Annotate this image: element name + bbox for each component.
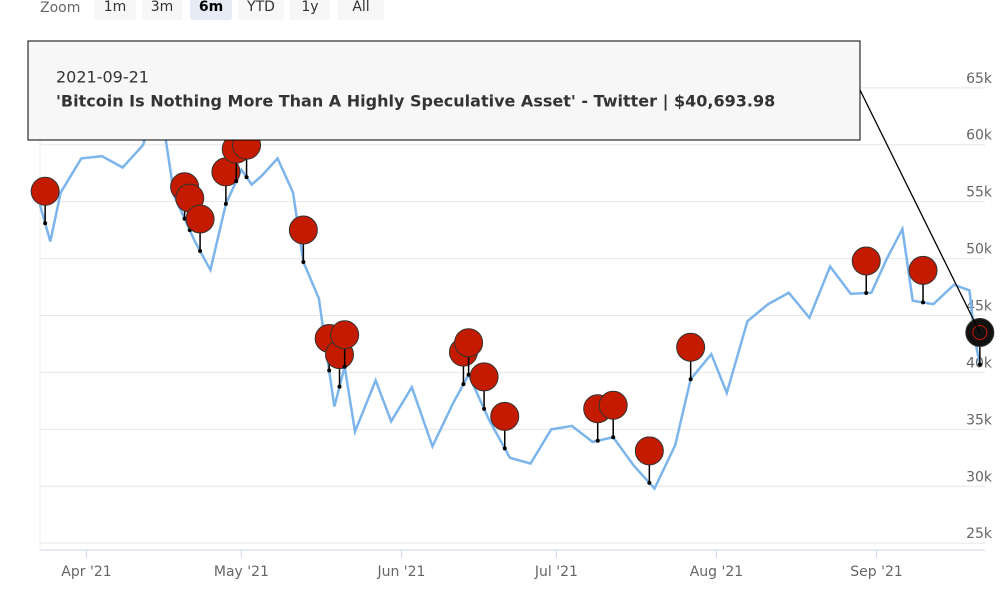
flag-head[interactable]	[490, 401, 520, 431]
flag-point	[977, 362, 982, 367]
x-tick-label: May '21	[214, 564, 269, 580]
event-flag[interactable]	[908, 255, 938, 305]
flag-head[interactable]	[598, 390, 628, 420]
zoom-button[interactable]	[94, 0, 136, 20]
flag-point	[595, 438, 600, 443]
flag-point	[342, 364, 347, 369]
y-tick-label: 50k	[966, 242, 993, 258]
flag-point	[234, 179, 239, 184]
zoom-button-label[interactable]: YTD	[246, 0, 275, 15]
zoom-button[interactable]	[338, 0, 384, 20]
flag-point	[182, 216, 187, 221]
y-tick-label: 55k	[966, 185, 993, 201]
flag-point	[301, 259, 306, 264]
flag-point	[461, 382, 466, 387]
x-tick-label: Jun '21	[376, 564, 425, 580]
flag-head[interactable]	[908, 255, 938, 285]
tooltip-text: 'Bitcoin Is Nothing More Than A Highly S…	[56, 92, 775, 112]
zoom-button[interactable]	[238, 0, 284, 20]
flag-head[interactable]	[330, 320, 360, 350]
flag-point	[43, 221, 48, 226]
tooltip-connector	[859, 89, 981, 333]
event-flag[interactable]	[288, 215, 318, 264]
flag-head[interactable]	[469, 362, 499, 392]
flag-point	[198, 248, 203, 253]
zoom-button-label[interactable]: 1y	[301, 0, 318, 15]
flag-head[interactable]	[851, 246, 881, 276]
flag-point	[223, 201, 228, 206]
tooltip-box	[27, 40, 861, 141]
flag-point	[502, 446, 507, 451]
flag-point	[244, 175, 249, 180]
y-tick-label: 60k	[966, 128, 993, 144]
zoom-label: Zoom	[40, 0, 80, 16]
event-flag[interactable]	[634, 436, 664, 485]
y-tick-label: 35k	[966, 412, 993, 428]
zoom-button[interactable]	[290, 0, 330, 20]
y-tick-label: 65k	[966, 71, 993, 87]
flag-point	[688, 377, 693, 382]
event-flag[interactable]	[490, 401, 520, 451]
event-flag[interactable]	[330, 320, 360, 369]
zoom-button-label[interactable]: 1m	[104, 0, 127, 15]
flag-point	[921, 300, 926, 305]
flag-head[interactable]	[454, 328, 484, 358]
tooltip-date: 2021-09-21	[56, 68, 149, 87]
zoom-button[interactable]	[190, 0, 232, 20]
price-line	[38, 101, 982, 491]
y-tick-label: 25k	[966, 526, 993, 542]
event-flag[interactable]	[676, 332, 706, 382]
zoom-button[interactable]	[142, 0, 182, 20]
event-flag[interactable]	[851, 246, 881, 296]
y-tick-label: 30k	[966, 469, 993, 485]
zoom-button-label[interactable]: All	[352, 0, 369, 15]
flag-point	[327, 368, 332, 373]
event-flag[interactable]	[469, 362, 499, 411]
flag-point	[466, 372, 471, 377]
flag-point	[647, 480, 652, 485]
event-flag[interactable]	[598, 390, 628, 440]
flag-head[interactable]	[185, 204, 215, 234]
event-flag[interactable]	[30, 176, 60, 226]
x-tick-label: Jul '21	[534, 564, 578, 580]
flag-point	[482, 406, 487, 411]
flag-point	[864, 291, 869, 296]
zoom-button-label[interactable]: 3m	[151, 0, 174, 15]
x-tick-label: Sep '21	[850, 564, 903, 580]
event-flag[interactable]	[454, 328, 484, 377]
flag-point	[611, 435, 616, 440]
zoom-button-label[interactable]: 6m	[199, 0, 223, 15]
flag-head[interactable]	[634, 436, 664, 466]
flag-head[interactable]	[30, 176, 60, 206]
flag-head[interactable]	[288, 215, 318, 245]
x-tick-label: Apr '21	[61, 564, 111, 580]
flag-hover	[972, 325, 988, 341]
x-tick-label: Aug '21	[690, 564, 743, 580]
flag-head[interactable]	[676, 332, 706, 362]
flag-point	[337, 384, 342, 389]
event-flag[interactable]	[185, 204, 215, 253]
